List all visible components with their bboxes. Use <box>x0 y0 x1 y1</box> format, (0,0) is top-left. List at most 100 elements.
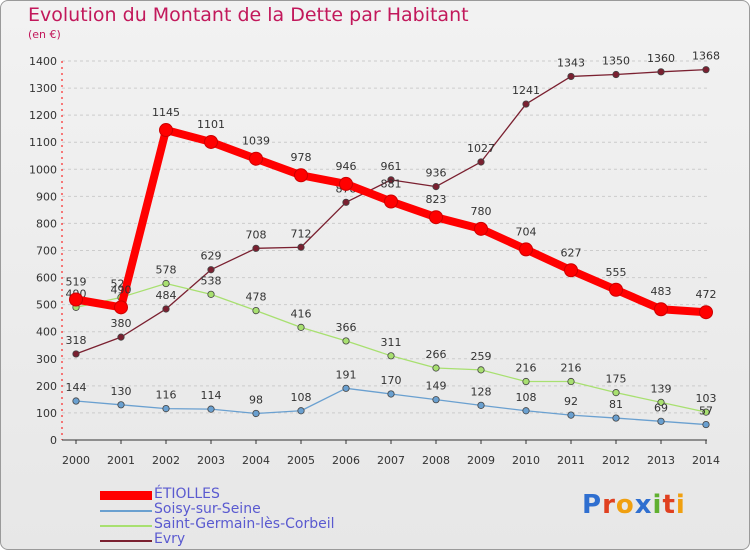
data-point <box>702 66 710 74</box>
x-tick-label: 2002 <box>152 454 180 467</box>
data-point <box>477 401 485 409</box>
x-tick-label: 2011 <box>557 454 585 467</box>
data-point <box>252 306 260 315</box>
data-point <box>207 266 215 274</box>
data-point <box>162 305 170 313</box>
data-point <box>609 282 623 297</box>
y-tick-label: 800 <box>36 217 57 230</box>
data-point <box>297 243 305 251</box>
data-point <box>252 244 260 252</box>
data-label: 961 <box>381 160 402 173</box>
data-label: 108 <box>516 391 537 404</box>
data-label: 149 <box>426 380 447 393</box>
data-point <box>207 405 215 413</box>
data-point <box>162 279 170 288</box>
data-point <box>429 210 443 225</box>
proxiti-logo: Proxiti <box>582 490 686 520</box>
x-tick-label: 2007 <box>377 454 405 467</box>
data-point <box>384 194 398 209</box>
data-label: 490 <box>111 283 132 296</box>
data-point <box>342 384 350 392</box>
data-point <box>612 70 620 79</box>
y-tick-label: 1300 <box>29 82 57 95</box>
data-label: 175 <box>606 373 627 386</box>
data-label: 81 <box>609 398 623 411</box>
data-label: 98 <box>249 393 263 406</box>
x-tick-label: 2000 <box>62 454 90 467</box>
legend-label-etiolles: ÉTIOLLES <box>154 486 220 502</box>
data-label: 380 <box>111 317 132 330</box>
data-point <box>162 404 170 413</box>
data-label: 1350 <box>602 55 630 68</box>
data-point <box>612 389 620 397</box>
data-label: 1039 <box>242 135 270 148</box>
data-label: 170 <box>381 374 402 387</box>
data-point <box>432 364 440 372</box>
data-point <box>612 414 620 422</box>
data-point <box>294 168 308 183</box>
data-point <box>657 417 665 425</box>
data-point <box>522 100 530 108</box>
data-label: 519 <box>66 275 87 288</box>
data-point <box>519 242 533 257</box>
y-tick-label: 900 <box>36 190 57 203</box>
data-point <box>252 409 260 418</box>
data-point <box>72 350 80 358</box>
data-point <box>117 333 125 341</box>
y-tick-label: 500 <box>36 299 57 312</box>
x-tick-label: 2003 <box>197 454 225 467</box>
y-tick-label: 1400 <box>29 55 57 68</box>
data-label: 1368 <box>692 50 720 63</box>
data-label: 216 <box>561 362 582 375</box>
x-tick-label: 2010 <box>512 454 540 467</box>
data-point <box>159 123 173 138</box>
data-label: 578 <box>156 264 177 277</box>
data-label: 1145 <box>152 106 180 119</box>
y-tick-label: 700 <box>36 245 57 258</box>
data-label: 318 <box>66 334 87 347</box>
y-tick-label: 100 <box>36 407 57 420</box>
y-tick-label: 200 <box>36 380 57 393</box>
data-point <box>342 198 350 206</box>
data-label: 311 <box>381 336 402 349</box>
data-label: 69 <box>654 401 668 414</box>
x-tick-label: 2001 <box>107 454 135 467</box>
data-point <box>654 302 668 317</box>
data-point <box>474 221 488 236</box>
data-point <box>477 366 485 374</box>
data-label: 472 <box>696 288 717 301</box>
legend-label-soisy: Soisy-sur-Seine <box>154 501 261 517</box>
data-label: 416 <box>291 307 312 320</box>
data-label: 216 <box>516 362 537 375</box>
x-tick-label: 2014 <box>692 454 720 467</box>
data-label: 538 <box>201 274 222 287</box>
data-label: 108 <box>291 391 312 404</box>
data-label: 936 <box>426 167 447 180</box>
chart-title: Evolution du Montant de la Dette par Hab… <box>28 4 469 26</box>
data-point <box>702 420 710 429</box>
data-label: 1241 <box>512 84 540 97</box>
data-label: 484 <box>156 289 177 302</box>
data-label: 144 <box>66 381 87 394</box>
data-point <box>567 377 575 386</box>
data-label: 881 <box>381 178 402 191</box>
data-label: 555 <box>606 266 627 279</box>
data-label: 780 <box>471 205 492 218</box>
data-label: 1027 <box>467 142 495 155</box>
y-tick-label: 600 <box>36 272 57 285</box>
data-point <box>567 72 575 81</box>
data-label: 704 <box>516 225 537 238</box>
legend-label-saint-germain: Saint-Germain-lès-Corbeil <box>154 516 335 532</box>
y-tick-label: 1000 <box>29 163 57 176</box>
data-point <box>297 323 305 331</box>
x-tick-label: 2013 <box>647 454 675 467</box>
x-tick-label: 2008 <box>422 454 450 467</box>
data-point <box>204 134 218 149</box>
data-point <box>114 300 128 315</box>
data-label: 478 <box>246 291 267 304</box>
data-point <box>564 263 578 278</box>
y-tick-label: 1200 <box>29 109 57 122</box>
data-point <box>297 407 305 415</box>
data-label: 712 <box>291 227 312 240</box>
